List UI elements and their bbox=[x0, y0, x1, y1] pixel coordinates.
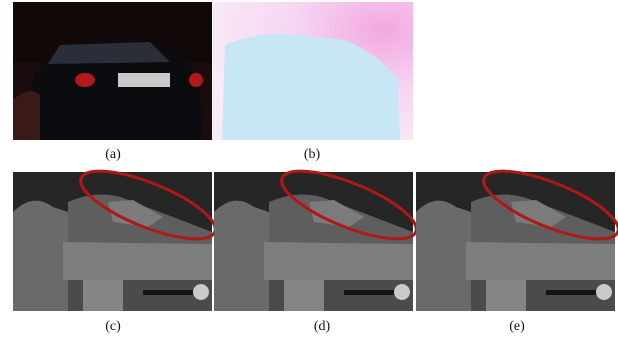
panel-label: (b) bbox=[304, 147, 321, 162]
panel-e-image bbox=[416, 158, 618, 311]
panel-label: (d) bbox=[314, 319, 331, 334]
figure: (a) (b) (c) (d) (e) bbox=[0, 0, 618, 345]
panel-label: (e) bbox=[509, 319, 525, 334]
panel-b-image bbox=[213, 2, 413, 140]
panel-label: (c) bbox=[105, 319, 121, 334]
panel-label: (a) bbox=[105, 147, 121, 162]
panel-a-image bbox=[13, 2, 212, 140]
panel-d-image bbox=[214, 158, 424, 311]
panel-c-image bbox=[13, 158, 223, 311]
